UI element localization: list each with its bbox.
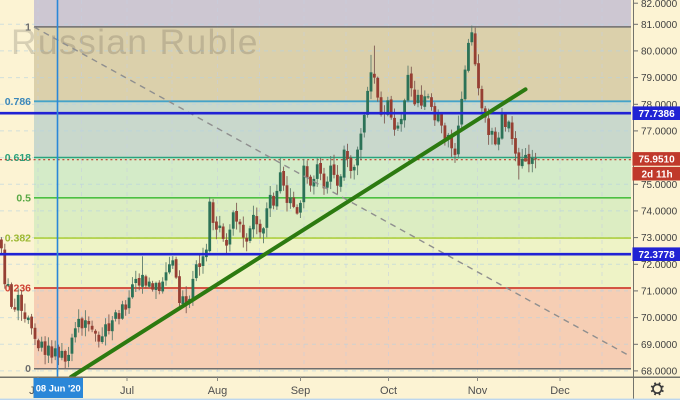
svg-text:1: 1 — [25, 21, 31, 33]
svg-text:77.0000: 77.0000 — [641, 127, 678, 138]
svg-text:74.0000: 74.0000 — [641, 207, 678, 218]
svg-text:79.0000: 79.0000 — [641, 73, 678, 84]
svg-text:80.0000: 80.0000 — [641, 47, 678, 58]
svg-text:73.0000: 73.0000 — [641, 233, 678, 244]
svg-text:70.0000: 70.0000 — [641, 313, 678, 324]
svg-text:68.0000: 68.0000 — [641, 367, 678, 378]
svg-text:0.382: 0.382 — [5, 233, 31, 245]
svg-text:71.0000: 71.0000 — [641, 287, 678, 298]
svg-text:69.0000: 69.0000 — [641, 340, 678, 351]
svg-text:81.0000: 81.0000 — [641, 20, 678, 31]
svg-text:75.9510: 75.9510 — [639, 155, 676, 166]
svg-text:Oct: Oct — [380, 385, 397, 397]
svg-text:78.0000: 78.0000 — [641, 100, 678, 111]
svg-text:0: 0 — [25, 363, 31, 375]
svg-text:75.0000: 75.0000 — [641, 180, 678, 191]
svg-text:0.786: 0.786 — [5, 96, 31, 108]
svg-text:72.3778: 72.3778 — [639, 250, 676, 261]
svg-text:2d 11h: 2d 11h — [642, 170, 673, 181]
svg-text:Jul: Jul — [120, 385, 134, 397]
svg-text:Russian Ruble: Russian Ruble — [11, 22, 259, 62]
svg-text:0.5: 0.5 — [16, 192, 31, 204]
svg-text:08 Jun '20: 08 Jun '20 — [36, 383, 81, 394]
svg-text:77.7386: 77.7386 — [639, 109, 676, 120]
svg-text:Nov: Nov — [468, 385, 488, 397]
svg-text:0.618: 0.618 — [5, 152, 31, 164]
svg-text:Dec: Dec — [550, 385, 570, 397]
svg-text:Sep: Sep — [291, 385, 311, 397]
svg-text:Aug: Aug — [208, 385, 228, 397]
svg-text:82.0000: 82.0000 — [641, 0, 678, 10]
svg-text:72.0000: 72.0000 — [641, 260, 678, 271]
